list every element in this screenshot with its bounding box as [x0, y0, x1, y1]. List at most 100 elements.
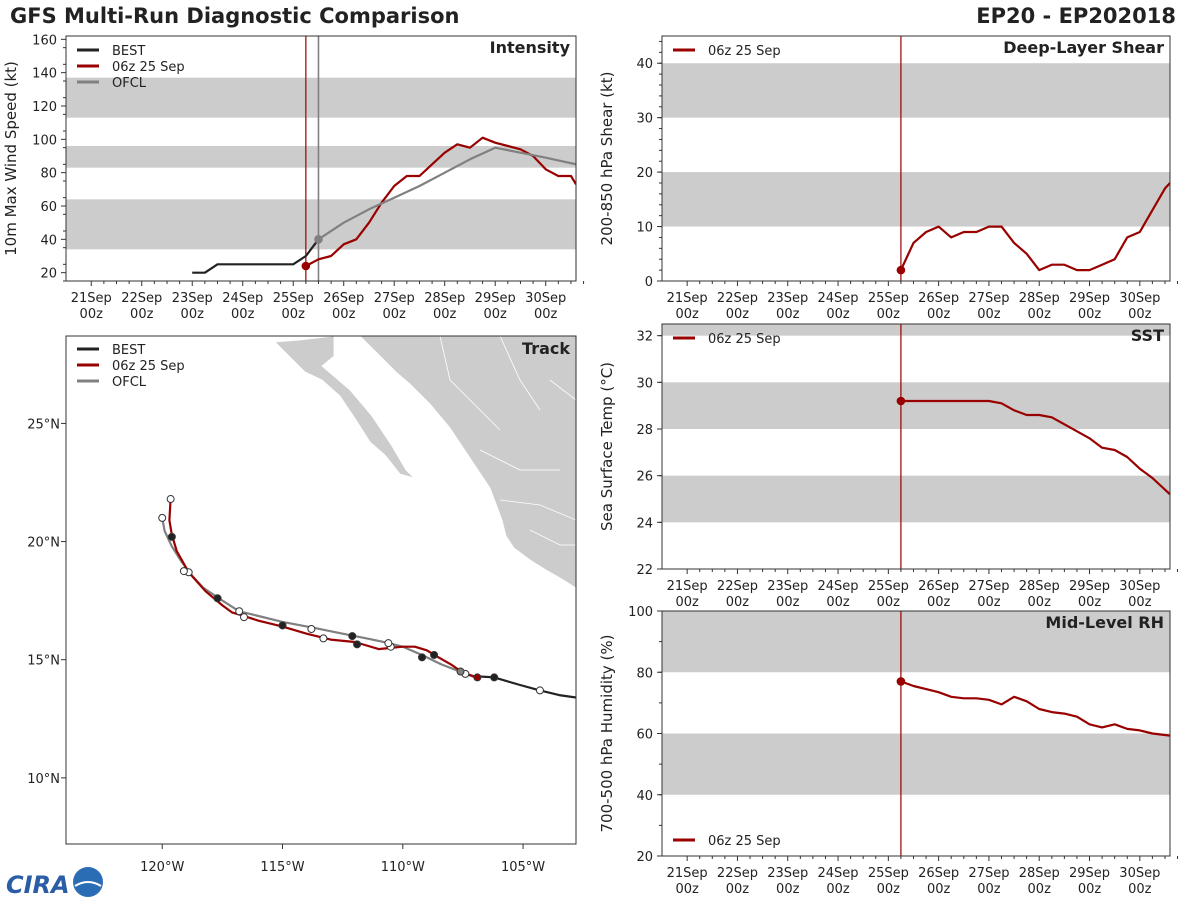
sst-y-tick-label: 30: [636, 376, 653, 391]
rh-y-tick-label: 40: [636, 789, 653, 804]
sst-legend-label: 06z 25 Sep: [708, 332, 781, 347]
shear-x-tick-day: 21Sep: [667, 291, 708, 306]
intensity-x-tick-hour: 00z: [231, 307, 255, 322]
sst-panel-title: SST: [1131, 326, 1164, 345]
intensity-plot-frame: [65, 35, 577, 282]
track-lon-label: 115°W: [260, 860, 304, 875]
shear-legend-label: 06z 25 Sep: [708, 44, 781, 59]
intensity-x-tick-day: 23Sep: [172, 291, 213, 306]
intensity-x-tick-day: 28Sep: [424, 291, 465, 306]
rh-y-axis-label: 700-500 hPa Humidity (%): [598, 634, 616, 832]
sst-series: [900, 399, 1170, 496]
intensity-x-tick-day: 30Sep: [525, 291, 566, 306]
shear-x-tick-hour: 00z: [726, 307, 750, 322]
rh-x-tick-day: 27Sep: [968, 866, 1009, 881]
sst-x-tick-hour: 00z: [977, 595, 1001, 610]
sst-x-tick-day: 24Sep: [818, 579, 859, 594]
shear-bands: [662, 63, 1170, 227]
intensity-x-tick-hour: 00z: [383, 307, 407, 322]
sst-x-tick-hour: 00z: [726, 595, 750, 610]
cira-logo: CIRA: [6, 867, 103, 899]
sst-y-tick-label: 24: [636, 516, 653, 531]
track-position-marker: [213, 594, 222, 603]
intensity-y-tick-label: 120: [32, 100, 57, 115]
intensity-line-ofcl: [317, 146, 576, 241]
shear-x-tick-day: 22Sep: [717, 291, 758, 306]
track-panel-title: Track: [522, 339, 570, 358]
shear-x-tick-hour: 00z: [826, 307, 850, 322]
track-legend-label: BEST: [112, 343, 145, 358]
track-position-marker: [535, 686, 544, 695]
shear-x-tick-hour: 00z: [1028, 307, 1052, 322]
intensity-x-tick-hour: 00z: [282, 307, 306, 322]
intensity-y-tick-label: 100: [32, 133, 57, 148]
track-position-marker: [353, 640, 362, 649]
rh-x-tick-hour: 00z: [1078, 882, 1102, 897]
rh-x-tick-day: 22Sep: [717, 866, 758, 881]
sst-y-tick-label: 26: [636, 470, 653, 485]
state-borders: [439, 336, 576, 546]
shear-x-tick-hour: 00z: [977, 307, 1001, 322]
intensity-x-tick-hour: 00z: [80, 307, 104, 322]
track-position-marker: [179, 567, 188, 576]
rh-x-tick-hour: 00z: [877, 882, 901, 897]
intensity-x-tick-day: 24Sep: [222, 291, 263, 306]
rh-x-tick-day: 24Sep: [818, 866, 859, 881]
sst-y-tick-label: 28: [636, 423, 653, 438]
track-position-marker: [490, 673, 499, 682]
sst-plot-frame: [661, 323, 1171, 570]
track-markers: [158, 495, 544, 695]
track-position-marker: [348, 632, 357, 641]
shear-x-tick-day: 28Sep: [1019, 291, 1060, 306]
sst-x-tick-hour: 00z: [877, 595, 901, 610]
rh-x-tick-hour: 00z: [977, 882, 1001, 897]
shear-x-tick-hour: 00z: [1078, 307, 1102, 322]
intensity-line-06z-25-sep: [305, 136, 576, 267]
sst-x-tick-day: 22Sep: [717, 579, 758, 594]
intensity-x-tick-hour: 00z: [130, 307, 154, 322]
sst-y-tick-label: 32: [636, 330, 653, 345]
shear-y-tick-label: 10: [636, 221, 653, 236]
sst-point-marker: [896, 396, 906, 406]
track-position-marker: [278, 621, 287, 630]
shear-x-tick-day: 24Sep: [818, 291, 859, 306]
intensity-x-tick-day: 29Sep: [475, 291, 516, 306]
intensity-legend-label: OFCL: [112, 76, 147, 91]
rh-x-tick-day: 30Sep: [1119, 866, 1160, 881]
shear-series: [899, 182, 1170, 272]
sst-x-tick-hour: 00z: [1028, 595, 1052, 610]
sst-x-tick-hour: 00z: [826, 595, 850, 610]
rh-x-tick-day: 28Sep: [1019, 866, 1060, 881]
sst-x-tick-day: 27Sep: [968, 579, 1009, 594]
intensity-series: [192, 136, 576, 274]
track-position-marker: [166, 495, 175, 504]
rh-x-tick-hour: 00z: [927, 882, 951, 897]
rh-x-tick-day: 26Sep: [918, 866, 959, 881]
storm-id: EP20 - EP202018: [976, 4, 1176, 28]
rh-x-tick-day: 29Sep: [1069, 866, 1110, 881]
sst-x-tick-hour: 00z: [1078, 595, 1102, 610]
sst-x-tick-day: 30Sep: [1119, 579, 1160, 594]
rh-y-tick-label: 60: [636, 728, 653, 743]
sst-bands: [662, 324, 1170, 523]
track-position-marker: [319, 634, 328, 643]
sst-shade-band: [662, 475, 1170, 523]
sst-x-tick-day: 23Sep: [767, 579, 808, 594]
rh-x-tick-hour: 00z: [675, 882, 699, 897]
shear-x-tick-hour: 00z: [1128, 307, 1152, 322]
intensity-x-tick-day: 27Sep: [374, 291, 415, 306]
shear-shade-band: [662, 63, 1170, 118]
sst-x-tick-day: 28Sep: [1019, 579, 1060, 594]
track-position-marker: [167, 532, 176, 541]
intensity-bands: [66, 77, 576, 250]
track-lon-label: 120°W: [140, 860, 184, 875]
sst-shade-band: [662, 382, 1170, 429]
intensity-x-tick-hour: 00z: [484, 307, 508, 322]
mexico-mainland-landmass: [359, 336, 576, 589]
intensity-y-axis-label: 10m Max Wind Speed (kt): [2, 61, 20, 256]
sst-x-tick-hour: 00z: [1128, 595, 1152, 610]
page-title: GFS Multi-Run Diagnostic Comparison: [10, 4, 460, 28]
track-position-marker: [158, 513, 167, 522]
intensity-legend-label: BEST: [112, 44, 145, 59]
